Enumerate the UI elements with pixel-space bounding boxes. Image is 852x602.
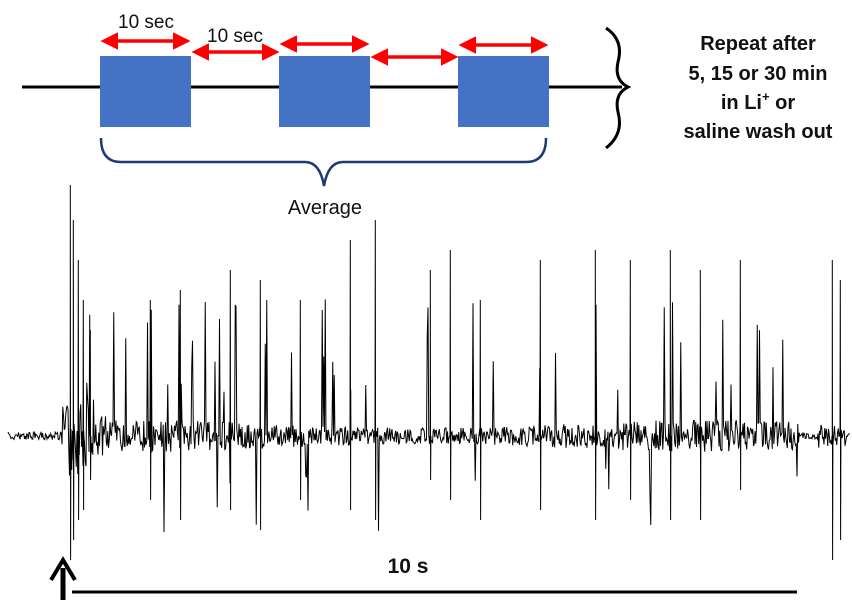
neural-trace	[7, 184, 850, 561]
protocol-schematic: 10 sec 10 sec Average Repeat after 5, 15…	[22, 12, 833, 219]
repeat-brace	[605, 26, 632, 150]
average-brace	[99, 137, 548, 187]
recording-window-3	[458, 56, 549, 127]
average-label: Average	[288, 197, 362, 219]
recording-window-1	[100, 56, 191, 127]
recording-window-2	[279, 56, 370, 127]
repeat-line-2: 5, 15 or 30 min	[689, 63, 828, 85]
repeat-note: Repeat after 5, 15 or 30 min in Li+ or s…	[684, 33, 833, 143]
repeat-line-4: saline wash out	[684, 121, 833, 143]
recording-trace	[7, 184, 850, 561]
gap-duration-label: 10 sec	[207, 26, 263, 47]
window-duration-label: 10 sec	[118, 12, 174, 33]
repeat-line-3: in Li+ or	[721, 89, 795, 114]
up-arrow-icon	[49, 556, 77, 600]
repeat-line-1: Repeat after	[700, 33, 816, 55]
time-scale-label: 10 s	[388, 555, 429, 578]
